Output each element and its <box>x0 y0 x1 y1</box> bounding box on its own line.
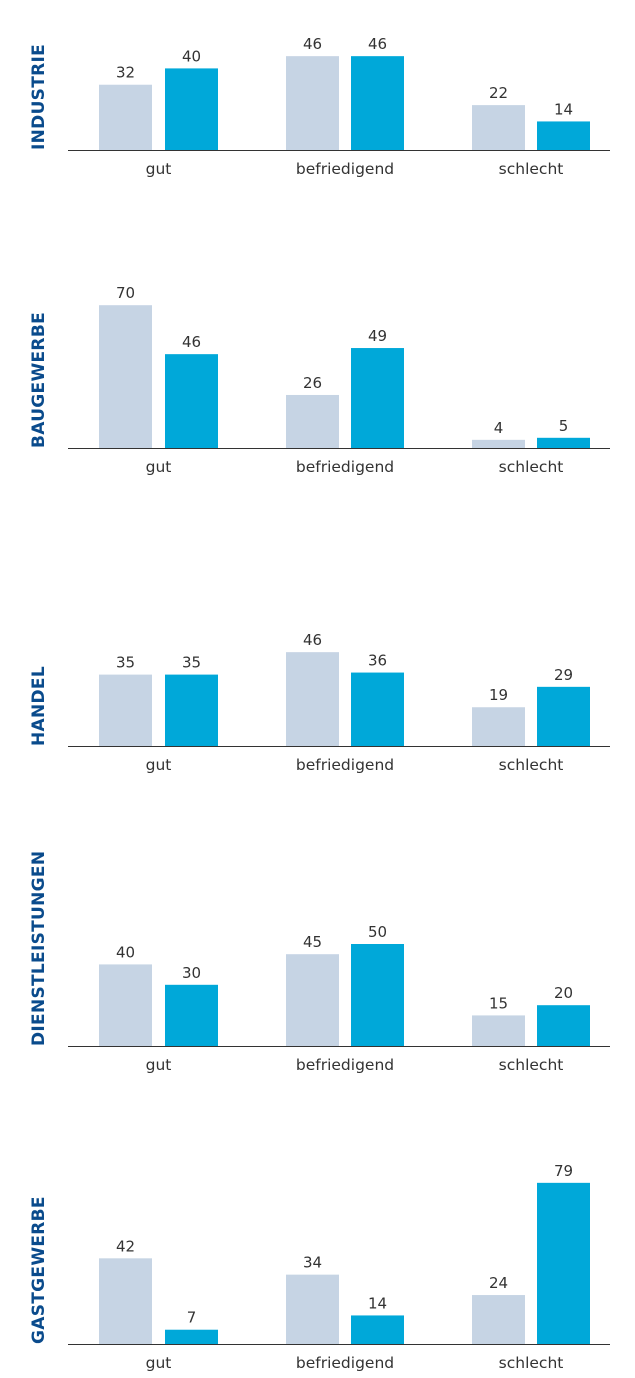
bar-befriedigend-series-1 <box>286 394 339 448</box>
category-label: schlecht <box>499 458 564 476</box>
bar-gut-series-2 <box>165 68 218 150</box>
bar-gut-series-1 <box>99 1258 152 1344</box>
data-label: 34 <box>303 1254 322 1272</box>
bar-schlecht-series-1 <box>472 1295 525 1344</box>
data-label: 26 <box>303 374 322 392</box>
data-label: 32 <box>116 64 135 82</box>
data-label: 42 <box>116 1237 135 1255</box>
category-label: befriedigend <box>296 756 394 774</box>
bar-schlecht-series-2 <box>537 1182 590 1344</box>
bar-schlecht-series-2 <box>537 1005 590 1046</box>
bar-befriedigend-series-1 <box>286 954 339 1046</box>
data-label: 7 <box>187 1309 197 1327</box>
bar-schlecht-series-1 <box>472 105 525 150</box>
category-label: gut <box>146 756 172 774</box>
category-label: befriedigend <box>296 160 394 178</box>
category-label: schlecht <box>499 756 564 774</box>
bar-gut-series-2 <box>165 354 218 448</box>
data-label: 40 <box>182 47 201 65</box>
data-label: 46 <box>303 35 322 53</box>
data-label: 29 <box>554 666 573 684</box>
bar-gut-series-2 <box>165 1329 218 1344</box>
bar-gut-series-1 <box>99 964 152 1046</box>
bar-gut-series-2 <box>165 674 218 746</box>
bar-schlecht-series-1 <box>472 439 525 448</box>
data-label: 14 <box>368 1294 387 1312</box>
data-label: 24 <box>489 1274 508 1292</box>
data-label: 22 <box>489 84 508 102</box>
data-label: 36 <box>368 652 387 670</box>
sector-title: GASTGEWERBE <box>29 1196 49 1344</box>
data-label: 40 <box>116 943 135 961</box>
data-label: 50 <box>368 923 387 941</box>
chart-panel-4: GASTGEWERBE 42 34 24 7 14 79 gut befriedigend sch… <box>29 1162 610 1372</box>
bar-gut-series-1 <box>99 84 152 150</box>
category-label: gut <box>146 1056 172 1074</box>
bar-gut-series-1 <box>99 674 152 746</box>
bar-befriedigend-series-1 <box>286 652 339 746</box>
category-label: schlecht <box>499 160 564 178</box>
sector-title: HANDEL <box>29 666 49 746</box>
data-label: 79 <box>554 1162 573 1180</box>
data-label: 30 <box>182 964 201 982</box>
category-label: gut <box>146 160 172 178</box>
bar-schlecht-series-2 <box>537 437 590 448</box>
chart-panel-2: HANDEL 35 46 19 35 36 29 gut befriedigend schlech… <box>29 631 610 774</box>
chart-panel-0: INDUSTRIE 32 46 22 40 46 14 gut befriedigend schl… <box>29 35 610 178</box>
bar-schlecht-series-1 <box>472 707 525 746</box>
data-label: 14 <box>554 100 573 118</box>
data-label: 70 <box>116 284 135 302</box>
sector-title: BAUGEWERBE <box>29 312 49 448</box>
category-label: befriedigend <box>296 1056 394 1074</box>
chart-panel-3: DIENSTLEISTUNGEN 40 45 15 30 50 20 gut befriedig… <box>29 851 610 1074</box>
category-label: gut <box>146 458 172 476</box>
data-label: 46 <box>303 631 322 649</box>
bar-befriedigend-series-2 <box>351 56 404 150</box>
category-label: gut <box>146 1354 172 1372</box>
bar-befriedigend-series-2 <box>351 672 404 746</box>
data-label: 45 <box>303 933 322 951</box>
bar-gut-series-2 <box>165 984 218 1046</box>
bar-gut-series-1 <box>99 305 152 448</box>
data-label: 46 <box>368 35 387 53</box>
bar-befriedigend-series-2 <box>351 944 404 1046</box>
data-label: 49 <box>368 327 387 345</box>
chart-panel-1: BAUGEWERBE 70 26 4 46 49 5 gut befriedigend schle… <box>29 284 610 476</box>
data-label: 20 <box>554 984 573 1002</box>
bar-befriedigend-series-2 <box>351 1315 404 1344</box>
category-label: befriedigend <box>296 1354 394 1372</box>
bar-schlecht-series-2 <box>537 121 590 150</box>
data-label: 4 <box>494 419 504 437</box>
bar-befriedigend-series-1 <box>286 56 339 150</box>
sector-title: INDUSTRIE <box>29 44 49 150</box>
category-label: schlecht <box>499 1056 564 1074</box>
data-label: 35 <box>182 654 201 672</box>
data-label: 15 <box>489 994 508 1012</box>
data-label: 5 <box>559 417 569 435</box>
bar-befriedigend-series-1 <box>286 1274 339 1344</box>
bar-befriedigend-series-2 <box>351 348 404 448</box>
data-label: 46 <box>182 333 201 351</box>
bar-schlecht-series-2 <box>537 686 590 746</box>
category-label: schlecht <box>499 1354 564 1372</box>
data-label: 35 <box>116 654 135 672</box>
category-label: befriedigend <box>296 458 394 476</box>
sector-title: DIENSTLEISTUNGEN <box>29 851 49 1046</box>
bar-schlecht-series-1 <box>472 1015 525 1046</box>
data-label: 19 <box>489 686 508 704</box>
